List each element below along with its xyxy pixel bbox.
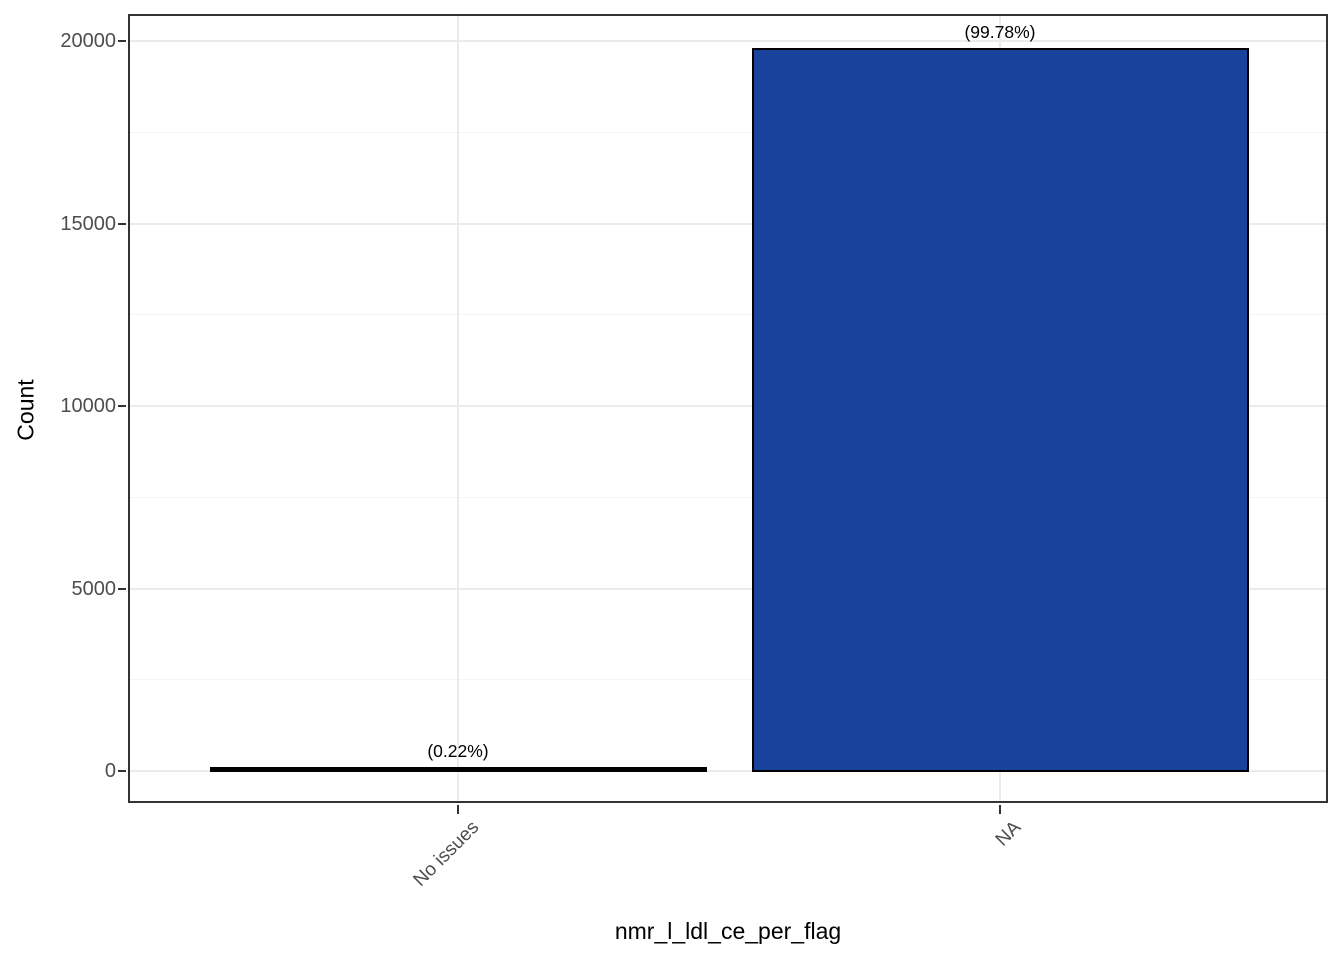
h-gridline-major [128, 40, 1328, 42]
y-axis-tick [118, 405, 126, 407]
y-axis-tick [118, 587, 126, 590]
y-axis-tick [118, 770, 126, 772]
y-tick-label: 15000 [60, 212, 116, 235]
bar-value-label: (99.78%) [964, 22, 1036, 43]
h-gridline-minor [128, 314, 1328, 316]
h-gridline-major [128, 770, 1328, 772]
y-tick-label: 5000 [71, 577, 117, 600]
plot-panel: (0.22%) (99.78%) 0 5000 10000 15000 20000 No is… [60, 14, 1328, 891]
h-gridline-minor [128, 131, 1328, 133]
x-axis-tick [457, 805, 459, 814]
y-tick-label: 20000 [60, 30, 116, 52]
bar-na [751, 48, 1249, 772]
h-gridline-minor [128, 679, 1328, 681]
h-gridline-major [128, 587, 1328, 590]
v-gridline-major [457, 14, 459, 803]
y-axis-tick [118, 222, 126, 225]
h-gridline-minor [128, 496, 1328, 498]
bar-no-issues [209, 767, 707, 772]
x-axis-title: nmr_l_ldl_ce_per_flag [614, 918, 842, 944]
x-tick-label: NA [991, 817, 1025, 851]
y-axis-title: Count [12, 379, 39, 441]
y-axis-tick [118, 40, 126, 42]
bar-value-label: (0.22%) [427, 741, 489, 762]
h-gridline-major [128, 222, 1328, 225]
y-tick-label: 10000 [60, 395, 116, 417]
h-gridline-major [128, 405, 1328, 407]
x-axis-tick [999, 805, 1001, 814]
x-tick-label: No issues [409, 817, 483, 891]
y-tick-label: 0 [104, 760, 116, 782]
